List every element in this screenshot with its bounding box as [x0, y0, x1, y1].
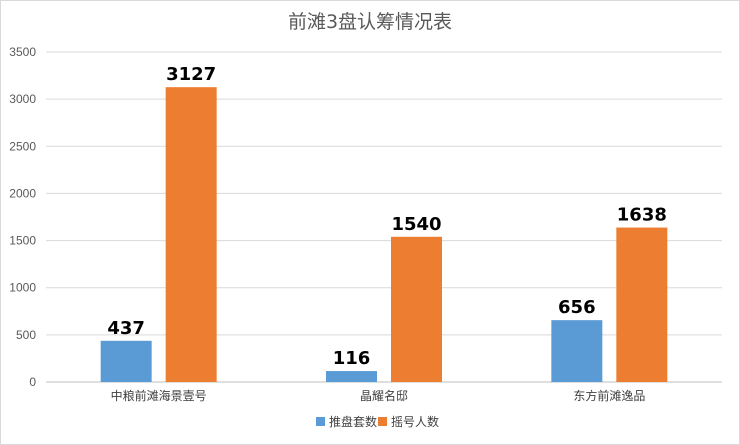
x-tick-label: 晶耀名邸 [360, 388, 408, 403]
y-tick-label: 3500 [9, 45, 36, 59]
y-tick-label: 2500 [9, 139, 36, 153]
chart-title: 前滩3盘认筹情况表 [288, 11, 452, 33]
bar-applicants [616, 227, 668, 382]
y-tick-label: 500 [16, 328, 36, 342]
y-tick-label: 3000 [9, 92, 36, 106]
data-label: 437 [107, 318, 145, 339]
bar-units [326, 371, 377, 382]
y-axis-ticks: 0 500 1000 1500 2000 2500 3000 3500 [9, 45, 36, 389]
y-tick-label: 1000 [9, 281, 36, 295]
data-label: 1638 [617, 205, 667, 226]
y-tick-label: 1500 [9, 234, 36, 248]
x-tick-label: 东方前滩逸品 [573, 388, 645, 403]
legend: 推盘套数 摇号人数 [316, 414, 439, 429]
legend-swatch [378, 417, 387, 426]
legend-label: 摇号人数 [391, 414, 439, 429]
y-tick-label: 2000 [9, 186, 36, 200]
bars [100, 87, 668, 382]
bar-units [551, 320, 603, 382]
data-label: 656 [558, 297, 596, 318]
x-axis-ticks: 中粮前滩海景壹号 晶耀名邸 东方前滩逸品 [111, 388, 646, 403]
bar-applicants [391, 236, 442, 382]
data-label: 1540 [391, 214, 441, 235]
data-label: 3127 [166, 64, 216, 85]
bar-units [100, 340, 152, 382]
data-labels: 437 3127 116 1540 656 1638 [107, 64, 667, 369]
legend-label: 推盘套数 [329, 414, 377, 429]
gridlines [46, 51, 722, 383]
y-tick-label: 0 [29, 375, 36, 389]
bar-applicants [165, 87, 217, 382]
legend-swatch [316, 417, 325, 426]
data-label: 116 [333, 348, 371, 369]
x-tick-label: 中粮前滩海景壹号 [111, 388, 207, 403]
